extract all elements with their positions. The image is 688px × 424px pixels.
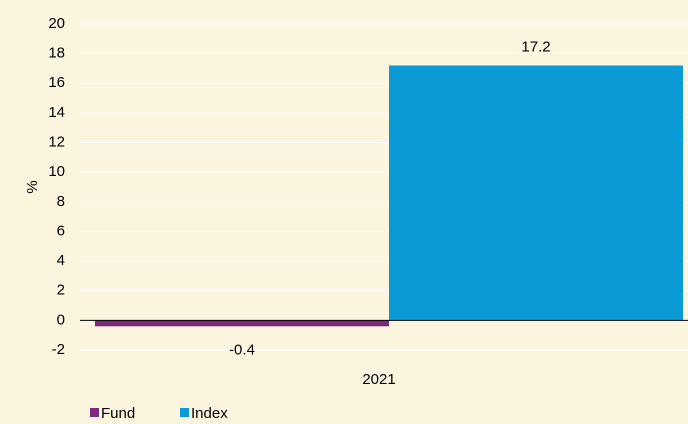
- y-tick-label: -2: [52, 341, 65, 358]
- value-label: 17.2: [521, 38, 550, 55]
- value-label: -0.4: [229, 341, 255, 358]
- bar: [389, 65, 683, 321]
- y-tick-label: 20: [48, 15, 65, 32]
- y-tick-label: 6: [57, 222, 65, 239]
- legend-swatch: [90, 408, 99, 417]
- y-tick-label: 16: [48, 74, 65, 91]
- bar: [95, 320, 389, 327]
- legend-swatch: [180, 408, 189, 417]
- y-tick-label: 10: [48, 163, 65, 180]
- y-axis-label: %: [24, 180, 41, 193]
- y-tick-label: 12: [48, 134, 65, 151]
- y-tick-label: 14: [48, 104, 65, 121]
- y-tick-label: 8: [57, 193, 65, 210]
- y-tick-label: 2: [57, 282, 65, 299]
- y-tick-label: 0: [57, 311, 65, 328]
- y-tick-label: 4: [57, 252, 65, 269]
- legend-label: Index: [191, 405, 228, 422]
- legend-label: Fund: [101, 405, 135, 422]
- x-tick-label: 2021: [362, 371, 395, 388]
- y-tick-label: 18: [48, 45, 65, 62]
